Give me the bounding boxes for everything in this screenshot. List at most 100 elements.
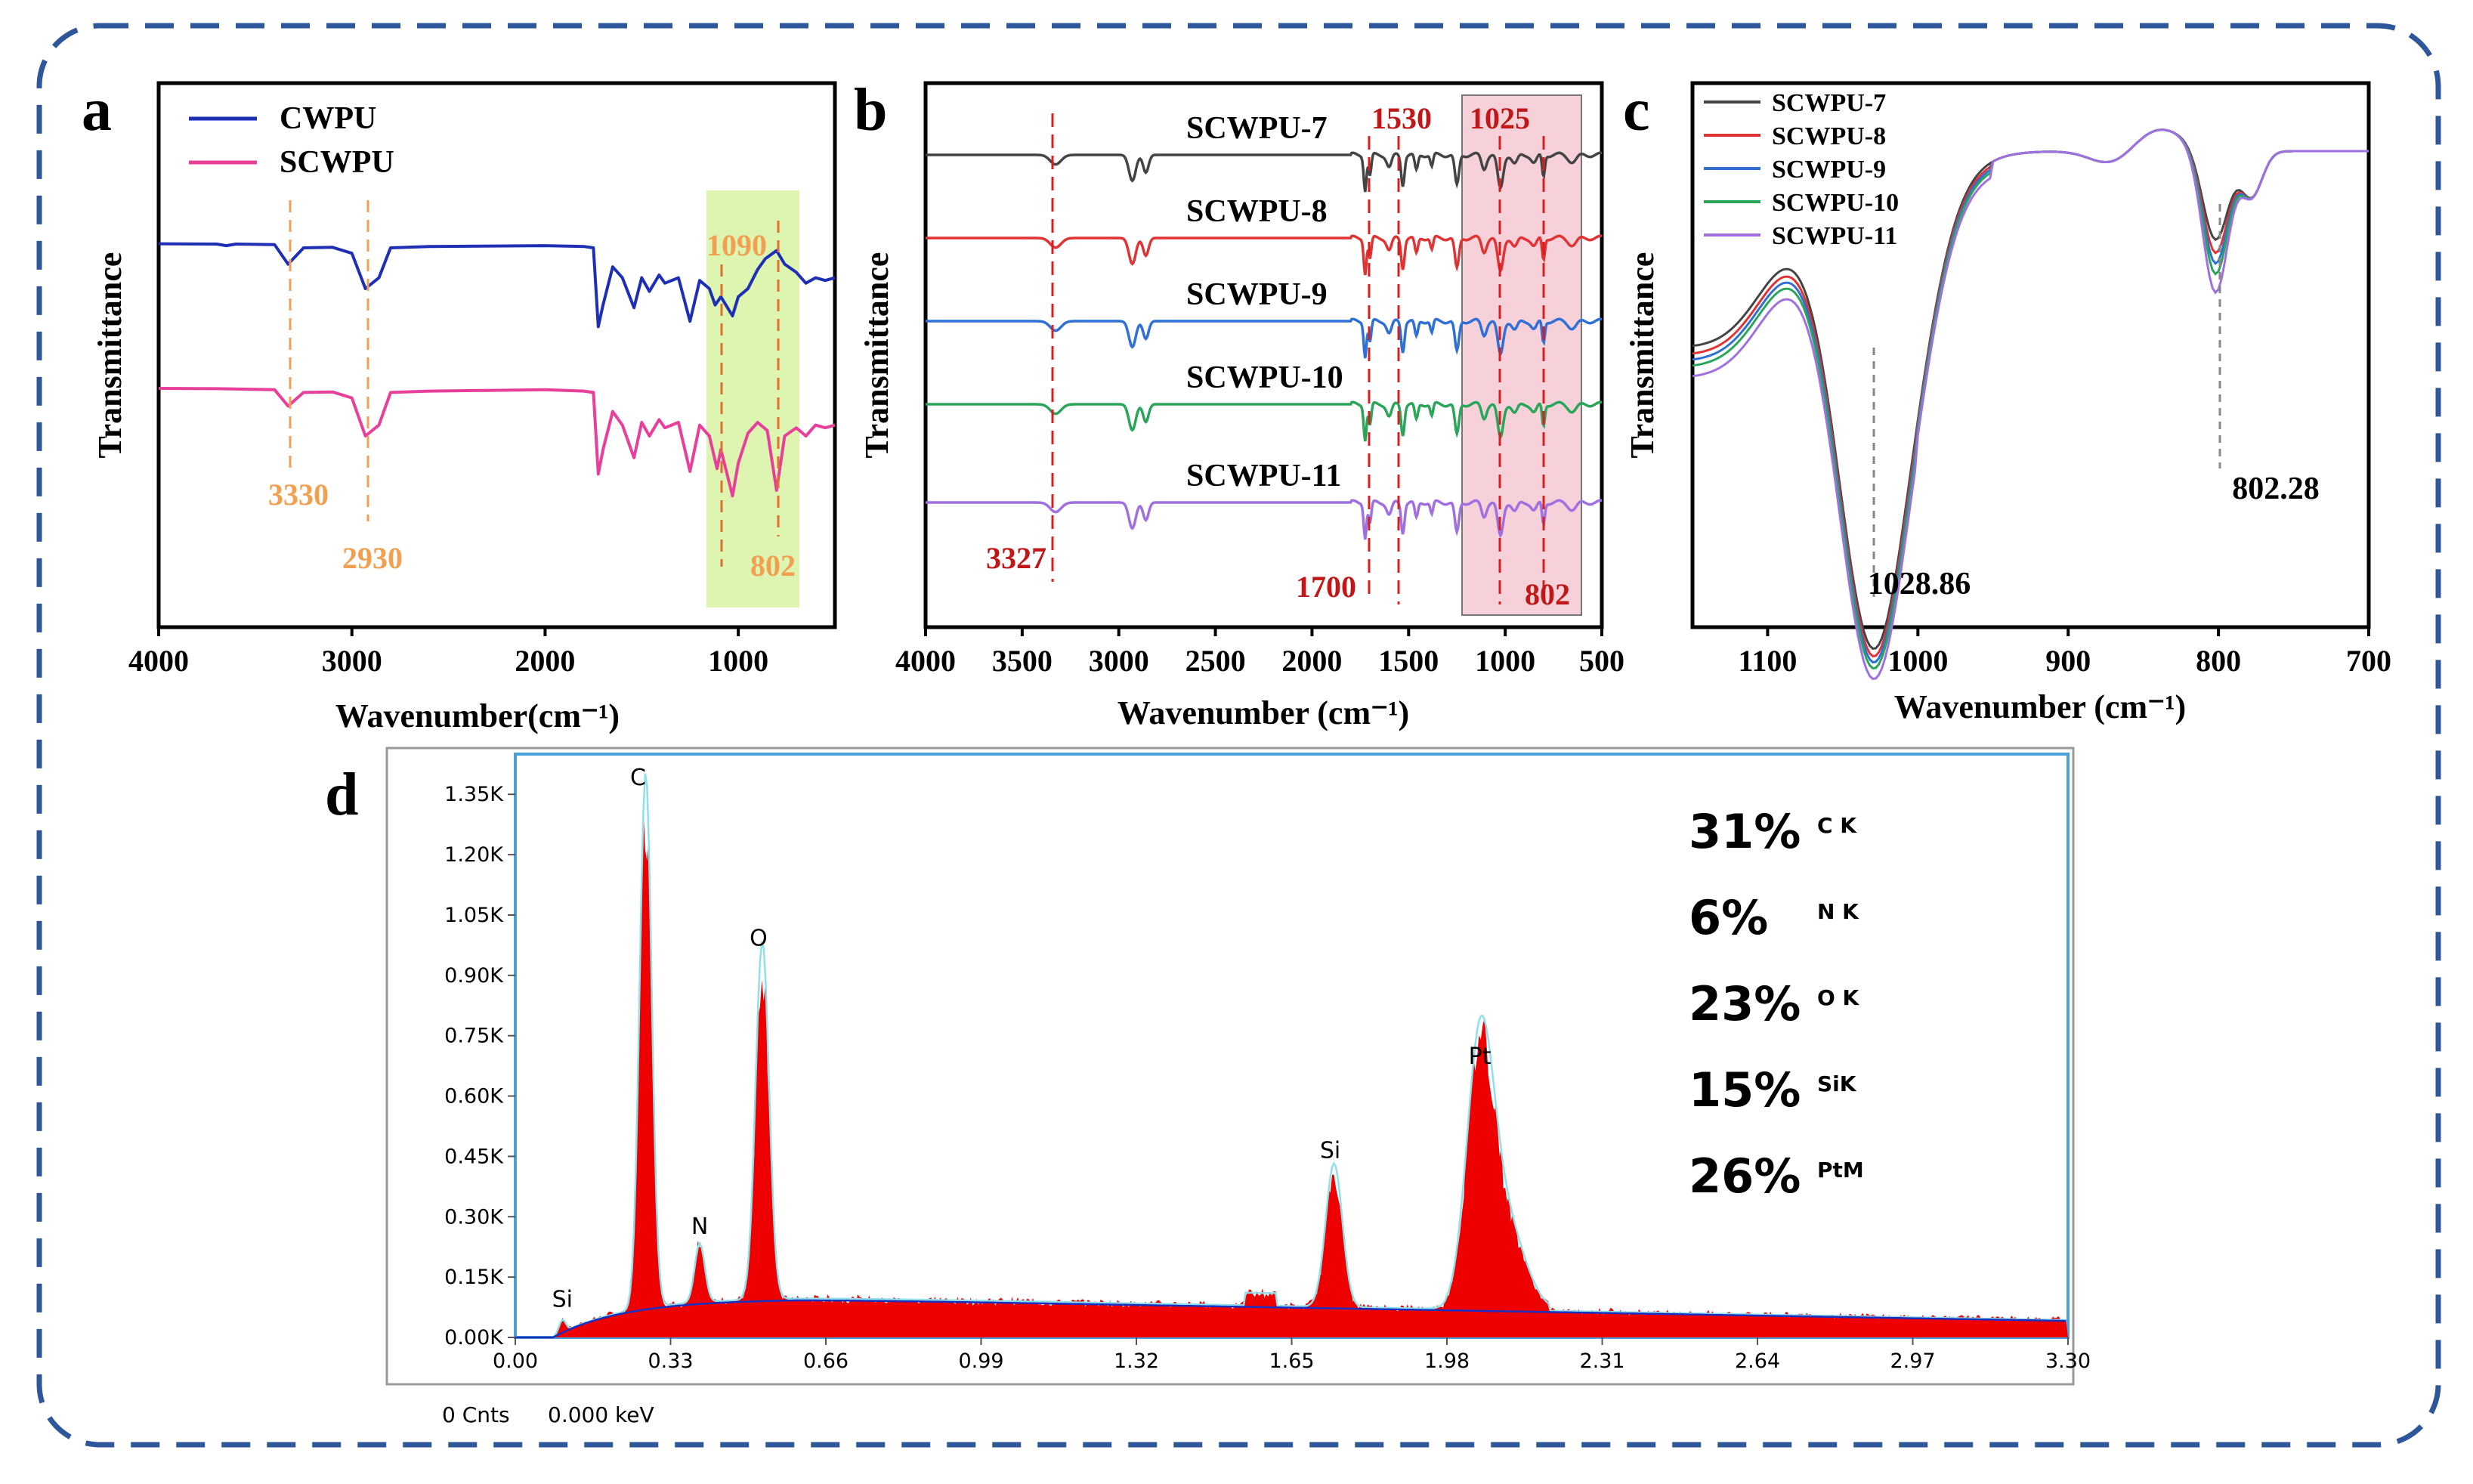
panel-d-composition-percent: 31% [1689, 804, 1801, 859]
panel-a-xtick-label: 4000 [128, 644, 189, 678]
panel-c-ylabel: Transmittance [1624, 252, 1661, 459]
panel-c-legend-label: SCWPU-8 [1772, 122, 1886, 150]
panel-c-annot-1028: 1028.86 [1868, 567, 1971, 601]
panel-b-series-scwpu-11 [926, 499, 1603, 540]
panel-b-annot-1530: 1530 [1371, 101, 1432, 135]
panel-d-ytick-label: 0.60K [444, 1085, 504, 1108]
legend-label-scwpu: SCWPU [280, 145, 394, 180]
panel-b-annot-1700: 1700 [1296, 570, 1356, 604]
panel-b-annot-802: 802 [1525, 577, 1570, 611]
panel-b-xlabel: Wavenumber (cm⁻¹) [1117, 694, 1409, 731]
panel-d-peak-label: N [691, 1213, 708, 1240]
panel-d-composition-element: PtM [1817, 1158, 1864, 1183]
panel-d-background-curve [515, 1299, 2067, 1339]
panel-d-peak-label: O [750, 925, 768, 951]
panel-b-series-scwpu-7 [926, 151, 1603, 193]
panel-a-xtick-label: 2000 [515, 644, 575, 678]
panel-a-annot-1090: 1090 [706, 228, 767, 262]
panel-label-b: b [854, 77, 888, 144]
panel-b-series-scwpu-8 [926, 234, 1603, 276]
panel-b-xtick-label: 1000 [1475, 644, 1535, 678]
panel-d-xtick-label: 3.30 [2045, 1350, 2091, 1373]
panel-b-frame [923, 81, 1604, 629]
panel-c-annot-802: 802.28 [2232, 471, 2320, 506]
panel-a-annot-802: 802 [750, 549, 796, 583]
panel-b-annot-1025: 1025 [1470, 101, 1530, 135]
panel-d-ytick-label: 0.30K [444, 1205, 504, 1229]
panel-d-chart: 0.00 0.33 0.66 0.99 1.32 1.65 1.98 2.31 2.64 2.97… [385, 747, 2091, 1427]
panel-a-highlight [706, 190, 799, 608]
panel-b-xtick-label: 2500 [1185, 644, 1246, 678]
panel-d-peak-label: Pt [1469, 1043, 1492, 1070]
panel-d-xtick-label: 1.65 [1269, 1350, 1314, 1373]
panel-a-xtick-label: 3000 [322, 644, 382, 678]
panel-a-annot-3330: 3330 [268, 478, 329, 512]
panel-d-ytick-label: 0.45K [444, 1145, 504, 1168]
panel-d-composition-percent: 15% [1689, 1062, 1801, 1118]
panel-c-xlabel: Wavenumber (cm⁻¹) [1894, 688, 2186, 725]
panel-d-ytick-label: 1.35K [444, 783, 504, 806]
panel-c-legend-label: SCWPU-10 [1772, 189, 1899, 217]
panel-d-ytick-label: 1.05K [444, 904, 504, 927]
panel-c-xtick-label: 800 [2196, 644, 2241, 678]
panel-b-series-label: SCWPU-7 [1186, 111, 1328, 146]
panel-d-xtick-label: 2.97 [1890, 1350, 1935, 1373]
panel-a-xlabel: Wavenumber(cm⁻¹) [335, 697, 620, 734]
panel-c-xtick-label: 1100 [1739, 644, 1798, 678]
panel-b-xtick-label: 2000 [1281, 644, 1342, 678]
panel-b-xtick-label: 4000 [895, 644, 956, 678]
panel-c-chart: Transmittance Wavenumber (cm⁻¹) 1100 1000… [1624, 81, 2391, 725]
panel-a-frame [156, 81, 837, 629]
panel-a-series-scwpu [158, 387, 836, 498]
panel-d-composition-element: C K [1817, 813, 1857, 838]
panel-d-composition-percent: 6% [1689, 890, 1768, 945]
panel-a-series-cwpu [158, 242, 836, 329]
panel-b-highlight [1461, 94, 1582, 616]
panel-d-xtick-label: 0.33 [648, 1350, 693, 1373]
panel-d-ytick-label: 1.20K [444, 843, 504, 867]
panel-b-xtick-label: 3500 [992, 644, 1053, 678]
panel-d-xtick-label: 0.66 [803, 1350, 849, 1373]
panel-c-legend-label: SCWPU-11 [1772, 222, 1897, 250]
panel-b-xtick-label: 1500 [1378, 644, 1439, 678]
panel-d-xtick-label: 0.00 [493, 1350, 538, 1373]
panel-b-chart: Transmittance Wavenumber (cm⁻¹) 4000 3500… [858, 81, 1624, 731]
figure-border [36, 23, 2441, 1448]
panel-c-legend-label: SCWPU-9 [1772, 156, 1886, 184]
panel-d-peak-label: Si [1320, 1138, 1340, 1164]
panel-d-xtick-label: 0.99 [958, 1350, 1003, 1373]
panel-b-series-label: SCWPU-9 [1186, 277, 1328, 312]
panel-d-xtick-label: 1.32 [1114, 1350, 1159, 1373]
panel-a-annot-2930: 2930 [342, 541, 403, 575]
panel-label-c: c [1623, 77, 1650, 144]
panel-d-ytick-label: 0.75K [444, 1025, 504, 1048]
panel-label-a: a [82, 77, 112, 144]
panel-d-composition-element: N K [1817, 899, 1859, 924]
panel-c-xtick-label: 900 [2045, 644, 2091, 678]
panel-b-xtick-label: 500 [1579, 644, 1624, 678]
panel-c-series-scwpu-11 [1692, 128, 2369, 680]
panel-d-fit-curve [515, 773, 2067, 1339]
panel-d-peak-label: C [630, 765, 646, 791]
panel-d-xtick-label: 1.98 [1424, 1350, 1470, 1373]
panel-b-ylabel: Transmittance [858, 252, 895, 459]
panel-d-xtick-label: 2.31 [1579, 1350, 1624, 1373]
legend-label-cwpu: CWPU [280, 101, 376, 136]
panel-c-frame [1690, 81, 2371, 629]
panel-d-footer-kev: 0.000 keV [548, 1402, 654, 1427]
panel-d-ytick-label: 0.00K [444, 1326, 504, 1350]
panel-label-d: d [325, 762, 359, 828]
panel-b-series-scwpu-9 [926, 317, 1603, 359]
panel-b-series-label: SCWPU-8 [1186, 194, 1328, 229]
panel-b-xtick-label: 3000 [1089, 644, 1149, 678]
panel-a-ylabel: Transmittance [91, 252, 128, 459]
panel-b-series-label: SCWPU-10 [1186, 360, 1343, 395]
panel-d-composition-percent: 23% [1689, 976, 1801, 1031]
panel-d-peak-label: Si [552, 1287, 573, 1313]
panel-d-footer-counts: 0 Cnts [442, 1402, 510, 1427]
panel-d-xtick-label: 2.64 [1735, 1350, 1780, 1373]
panel-d-composition-percent: 26% [1689, 1149, 1801, 1204]
panel-a-xtick-label: 1000 [708, 644, 768, 678]
panel-d-ytick-label: 0.90K [444, 964, 504, 988]
